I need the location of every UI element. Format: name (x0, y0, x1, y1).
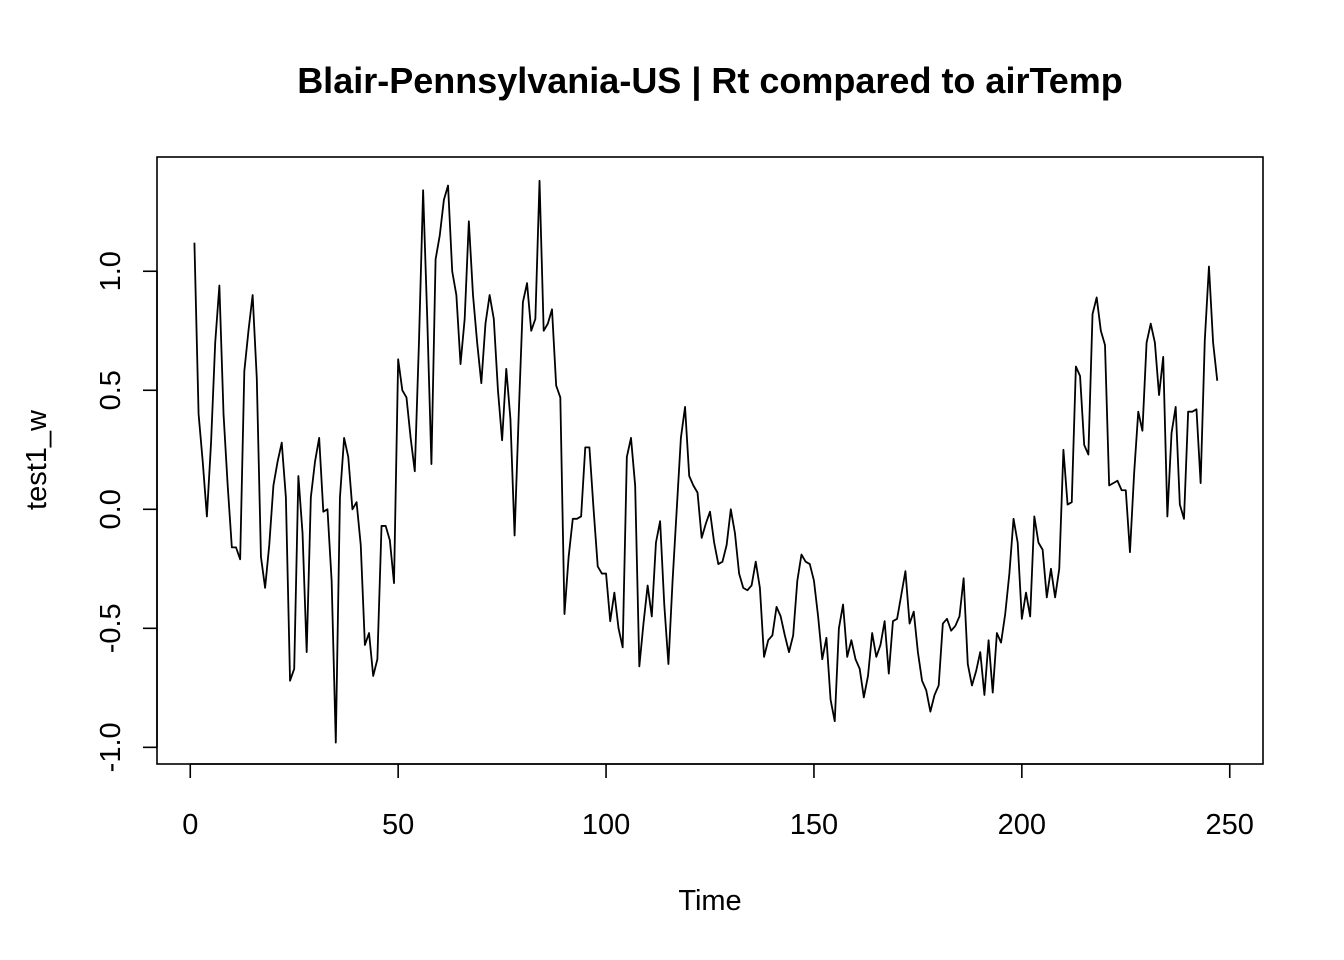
chart-title: Blair-Pennsylvania-US | Rt compared to a… (297, 60, 1123, 102)
x-tick-label: 250 (1206, 809, 1254, 841)
x-tick-label: 100 (582, 809, 630, 841)
y-tick-label: -1.0 (95, 722, 127, 772)
y-tick-label: 0.0 (95, 489, 127, 529)
y-axis: -1.0 -0.5 0.0 0.5 1.0 (95, 251, 158, 772)
x-axis-label: Time (678, 885, 741, 917)
x-tick-label: 200 (998, 809, 1046, 841)
x-tick-label: 150 (790, 809, 838, 841)
y-tick-label: 1.0 (95, 251, 127, 291)
x-axis: 0 50 100 150 200 250 (182, 763, 1254, 841)
x-tick-label: 0 (182, 809, 198, 841)
y-axis-label: test1_w (21, 409, 53, 510)
x-tick-label: 50 (382, 809, 414, 841)
y-tick-label: -0.5 (95, 603, 127, 653)
plot-frame (156, 156, 1264, 765)
y-tick-label: 0.5 (95, 370, 127, 410)
series-line (193, 179, 1219, 744)
